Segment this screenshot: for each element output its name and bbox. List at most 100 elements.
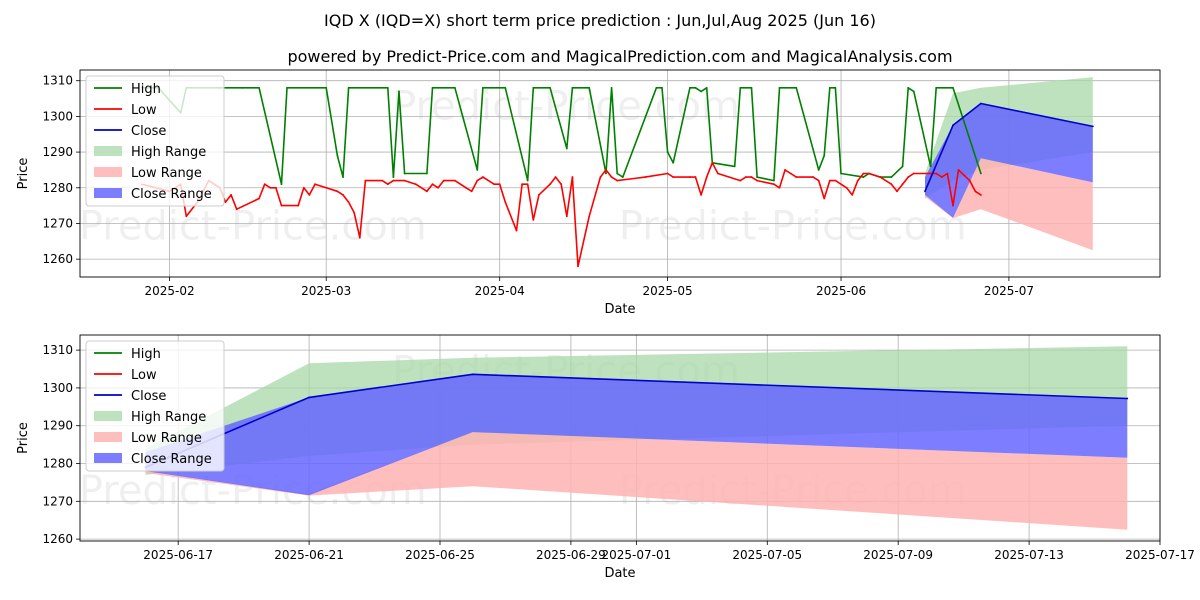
legend-label: High Range xyxy=(131,410,206,425)
legend-label: High xyxy=(131,347,161,362)
low-point xyxy=(745,176,747,178)
low-point xyxy=(946,172,949,175)
high-point xyxy=(588,86,591,89)
low-point xyxy=(185,215,188,218)
x-tick-label: 2025-06 xyxy=(816,284,866,298)
x-tick-label: 2025-07-01 xyxy=(601,548,671,562)
y-tick-label: 1270 xyxy=(42,216,73,230)
high-point xyxy=(342,176,344,178)
low-point xyxy=(605,169,607,171)
low-point xyxy=(269,186,272,189)
high-point xyxy=(398,90,400,93)
high-point xyxy=(258,86,260,89)
high-point xyxy=(610,86,613,89)
high-point xyxy=(705,86,708,89)
high-point xyxy=(504,86,507,89)
legend-label: Close Range xyxy=(131,187,212,202)
high-point xyxy=(280,183,283,186)
low-point xyxy=(929,172,932,175)
high-point xyxy=(862,176,865,178)
high-point xyxy=(834,86,837,89)
x-tick-label: 2025-07-05 xyxy=(732,548,802,562)
low-point xyxy=(302,186,305,189)
close-point xyxy=(471,373,474,376)
history-panel: Predict-Price.com Predict-Price.com Predic… xyxy=(16,69,1161,317)
low-point xyxy=(935,172,938,175)
legend-label: High Range xyxy=(131,145,206,160)
low-point xyxy=(431,183,434,186)
high-point xyxy=(980,172,982,175)
low-point xyxy=(230,194,232,196)
high-point xyxy=(655,86,658,89)
close-point xyxy=(980,102,982,105)
low-point xyxy=(470,190,473,193)
high-point xyxy=(661,86,663,89)
low-point xyxy=(325,186,328,189)
low-point xyxy=(845,186,848,189)
low-point xyxy=(974,190,977,193)
low-point xyxy=(308,194,311,196)
low-point xyxy=(711,161,714,164)
high-point xyxy=(666,151,669,153)
plot-area xyxy=(140,77,1094,268)
x-tick-label: 2025-04 xyxy=(475,284,525,298)
low-point xyxy=(739,179,742,182)
x-tick-label: 2025-07-17 xyxy=(1125,548,1195,562)
low-point xyxy=(890,183,893,186)
low-point xyxy=(224,201,227,203)
y-tick-label: 1280 xyxy=(42,457,73,471)
low-point xyxy=(957,169,960,171)
high-point xyxy=(929,165,932,168)
low-point xyxy=(952,204,954,207)
high-point xyxy=(392,176,395,178)
high-point xyxy=(286,86,288,89)
high-point xyxy=(241,86,244,89)
y-tick-label: 1310 xyxy=(42,74,73,88)
high-point xyxy=(549,86,551,89)
plot-area xyxy=(144,346,1129,530)
high-point xyxy=(912,90,915,93)
low-point xyxy=(756,179,758,182)
low-point xyxy=(968,179,971,182)
y-tick-label: 1280 xyxy=(42,181,73,195)
close-point xyxy=(924,190,926,193)
legend-label: Close Range xyxy=(131,452,212,467)
high-point xyxy=(823,154,826,157)
legend-label: Close xyxy=(131,389,166,404)
low-point xyxy=(297,204,300,207)
low-point xyxy=(442,179,445,182)
low-point xyxy=(403,179,406,182)
close-point xyxy=(1091,125,1094,128)
high-point xyxy=(621,176,624,178)
low-point xyxy=(644,176,647,178)
low-point xyxy=(834,179,837,182)
low-point xyxy=(515,229,518,232)
axes-frame xyxy=(79,69,1161,278)
legend-swatch xyxy=(94,453,122,463)
forecast-zoom-panel: Predict-Price.comPredict-Price.comPredic… xyxy=(16,334,1195,581)
low-point xyxy=(862,172,865,175)
close-point xyxy=(1126,397,1129,400)
low-point xyxy=(588,215,591,218)
low-point xyxy=(476,179,479,182)
low-point xyxy=(851,194,854,196)
low-point xyxy=(498,183,501,186)
x-tick-label: 2025-07 xyxy=(984,284,1034,298)
legend-swatch xyxy=(94,432,122,442)
high-point xyxy=(828,86,831,89)
low-point xyxy=(980,194,982,196)
low-point xyxy=(437,186,440,189)
low-point xyxy=(353,211,356,214)
low-point xyxy=(666,172,669,175)
low-point xyxy=(465,186,468,189)
legend-swatch xyxy=(94,188,122,198)
low-point xyxy=(868,172,870,175)
close-point xyxy=(308,396,310,399)
legend-swatch xyxy=(94,146,122,156)
low-point xyxy=(560,183,563,186)
low-point xyxy=(336,190,339,193)
x-tick-label: 2025-03 xyxy=(301,284,351,298)
low-point xyxy=(772,183,775,186)
low-point xyxy=(616,179,619,182)
